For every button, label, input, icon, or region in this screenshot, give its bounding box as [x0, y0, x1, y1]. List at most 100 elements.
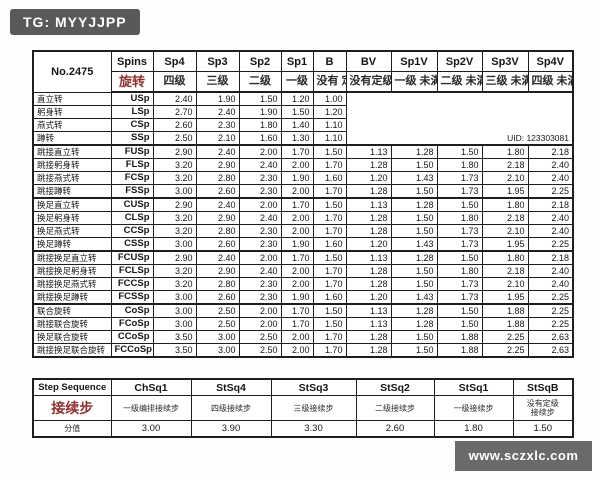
- spin-code: FCSp: [110, 171, 154, 185]
- spin-v-value: 1.73: [436, 290, 483, 305]
- spin-v-value: 2.25: [527, 303, 574, 318]
- spin-value: 3.50: [152, 343, 197, 358]
- spin-value: 2.90: [152, 144, 197, 159]
- spin-value: 1.70: [312, 330, 347, 344]
- spin-code: FCoSp: [110, 317, 154, 331]
- spin-value: 2.70: [152, 105, 197, 119]
- spin-name: 直立转: [32, 91, 112, 106]
- spin-v-value: 2.25: [527, 290, 574, 305]
- spin-v-value: 2.63: [527, 343, 574, 358]
- spin-code: CoSp: [110, 303, 154, 318]
- spin-row-FCCSp: 跳接换足燕式转 FCCSp 3.20 2.80 2.30 2.00 1.70 1.28 1.50…: [32, 277, 574, 291]
- spin-v-value: 1.43: [390, 171, 438, 185]
- spin-name: 跳接换足蹲转: [32, 290, 112, 305]
- spin-value: 2.00: [280, 330, 314, 344]
- col-header-Sp4: Sp4: [152, 50, 197, 72]
- step-sequence-body: Step Sequence ChSq1 StSq4 StSq3 StSq2 StSq1 St…: [32, 378, 574, 438]
- spin-v-value: 1.50: [390, 158, 438, 172]
- spin-value: 2.50: [238, 330, 282, 344]
- spin-v-value: 1.28: [390, 303, 438, 318]
- spin-v-value: 1.50: [436, 303, 483, 318]
- spin-row-FCLSp: 跳接换足躬身转 FCLSp 3.20 2.90 2.40 2.00 1.70 1.28 1.50…: [32, 264, 574, 278]
- step-desc-StSqB: 没有定级 接续步: [512, 395, 574, 421]
- spin-v-value: 1.43: [390, 237, 438, 252]
- spin-value: 1.70: [280, 317, 314, 331]
- spin-value: 2.00: [280, 343, 314, 358]
- spin-v-value: 1.50: [436, 250, 483, 265]
- spin-v-value: 1.28: [390, 317, 438, 331]
- spin-v-value: 1.50: [390, 184, 438, 199]
- spin-v-value: 2.18: [527, 197, 574, 212]
- spin-value: 3.00: [152, 184, 197, 199]
- spin-code: CUSp: [110, 197, 154, 212]
- spin-v-value: 1.73: [436, 224, 483, 238]
- spin-v-value: 2.40: [527, 264, 574, 278]
- step-col-StSq4: StSq4: [190, 378, 272, 396]
- spin-row-SSp: 蹲转 SSp 2.50 2.10 1.60 1.30 1.10: [32, 131, 573, 146]
- col-header-B: B: [312, 50, 347, 72]
- step-sequence-title: Step Sequence: [32, 378, 112, 396]
- watermark: www.sczxlc.com: [455, 441, 592, 471]
- step-score-label: 分值: [32, 420, 112, 438]
- col-subheader-Sp1: 一级: [280, 71, 314, 93]
- spin-value: 2.80: [195, 277, 240, 291]
- spin-value: 1.70: [312, 264, 347, 278]
- spin-v-value: 2.40: [527, 224, 574, 238]
- step-value-StSq2: 2.60: [355, 420, 435, 438]
- spin-value: 2.30: [238, 184, 282, 199]
- spin-value: 2.40: [195, 250, 240, 265]
- step-desc-StSq4: 四级接续步: [190, 395, 272, 421]
- step-value-StSq1: 1.80: [433, 420, 514, 438]
- spin-v-value: 1.50: [390, 330, 438, 344]
- spin-values-table: No.2475 Spins Sp4 Sp3 Sp2 Sp1 B BV Sp1V Sp2V Sp3V S…: [32, 50, 574, 358]
- spin-row-FCUSp: 跳接换足直立转 FCUSp 2.90 2.40 2.00 1.70 1.50 1.13 1.28…: [32, 250, 574, 265]
- spin-v-value: 1.13: [345, 317, 392, 331]
- spin-value: 1.50: [312, 197, 347, 212]
- spin-v-value: 2.40: [527, 277, 574, 291]
- spin-value: 1.20: [280, 91, 314, 106]
- spin-v-value: 1.80: [436, 158, 483, 172]
- spin-v-value: 1.80: [481, 197, 529, 212]
- spin-name: 蹲转: [32, 131, 112, 146]
- spin-row-CUSp: 换足直立转 CUSp 2.90 2.40 2.00 1.70 1.50 1.13 1.28 1.5…: [32, 197, 574, 212]
- table-header: No.2475 Spins Sp4 Sp3 Sp2 Sp1 B BV Sp1V Sp2V Sp3V S…: [32, 50, 574, 93]
- step-col-StSqB: StSqB: [512, 378, 574, 396]
- spin-v-value: 1.13: [345, 303, 392, 318]
- spin-value: 2.00: [280, 184, 314, 199]
- col-subheader-Sp1V: 一级 未满足要求: [390, 71, 438, 93]
- merged-empty-region: UID: 123303081: [345, 91, 574, 146]
- spin-row-CCoSp: 换足联合旋转 CCoSp 3.50 3.00 2.50 2.00 1.70 1.28 1.50 1…: [32, 330, 574, 344]
- spin-v-value: 1.20: [345, 171, 392, 185]
- col-subheader-Sp3V: 三级 未满足要求: [481, 71, 529, 93]
- spin-value: 2.10: [195, 131, 240, 146]
- spin-value: 2.00: [238, 317, 282, 331]
- col-subheader-Sp2: 二级: [238, 71, 282, 93]
- step-sequence-cn-label: 接续步: [32, 395, 112, 421]
- spin-value: 2.00: [280, 211, 314, 225]
- spin-name: 跳接联合旋转: [32, 317, 112, 331]
- spin-v-value: 2.18: [527, 250, 574, 265]
- spin-v-value: 1.50: [436, 317, 483, 331]
- spin-value: 2.40: [195, 144, 240, 159]
- spin-code: LSp: [110, 105, 154, 119]
- spin-value: 2.50: [195, 317, 240, 331]
- spin-value: 1.90: [280, 171, 314, 185]
- spin-value: 1.90: [280, 237, 314, 252]
- col-subheader-Sp4V: 四级 未满足要求: [527, 71, 574, 93]
- uid-label: UID: 123303081: [507, 133, 569, 143]
- step-col-StSq2: StSq2: [355, 378, 435, 396]
- spin-name: 换足燕式转: [32, 224, 112, 238]
- spin-v-value: 1.50: [436, 144, 483, 159]
- spin-row-CSSp: 换足蹲转 CSSp 3.00 2.60 2.30 1.90 1.60 1.20 1.43 1.73…: [32, 237, 574, 252]
- spin-v-value: 1.50: [390, 264, 438, 278]
- spin-v-value: 2.10: [481, 171, 529, 185]
- col-header-BV: BV: [345, 50, 392, 72]
- spin-value: 2.90: [195, 211, 240, 225]
- spin-v-value: 1.20: [345, 290, 392, 305]
- spin-name: 跳接蹲转: [32, 184, 112, 199]
- spin-name: 躬身转: [32, 105, 112, 119]
- spin-v-value: 1.28: [390, 197, 438, 212]
- spin-value: 1.70: [312, 184, 347, 199]
- spin-value: 2.30: [238, 171, 282, 185]
- spin-value: 2.90: [195, 264, 240, 278]
